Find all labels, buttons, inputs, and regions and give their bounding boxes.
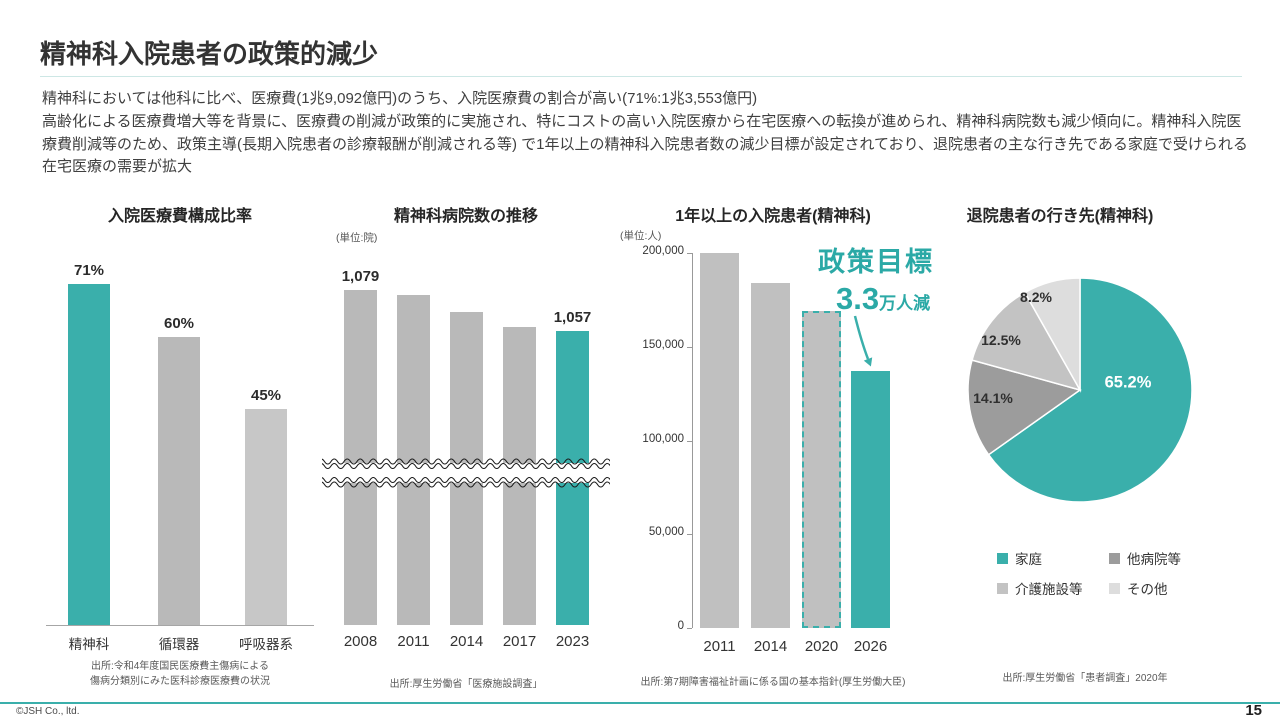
pie-slice-label: 65.2% [1104,373,1152,392]
x-axis-label: 2014 [449,633,484,650]
pie-slice-家庭 [987,277,1193,503]
pie-slice-他病院等 [967,359,1082,456]
pie-slice-label: 8.2% [1020,289,1052,305]
chart-title: 入院医療費構成比率 [107,208,252,225]
policy-target-unit: 万人減 [879,294,931,313]
policy-target-value: 3.3万人減 [818,281,968,317]
pie-slice-その他 [1023,277,1081,393]
legend-item-その他: その他 [1109,578,1181,598]
source-note: 出所:第7期障害福祉計画に係る国の基本指針(厚生労働大臣) [640,677,906,688]
x-axis-label: 呼吸器系 [239,637,293,652]
bar-2026 [851,371,890,628]
body-paragraph-1: 精神科においては他科に比べ、医療費(1兆9,092億円)のうち、入院医療費の割合… [42,90,758,107]
x-axis-label: 2011 [397,633,430,650]
y-axis-tick [687,534,692,535]
source-note: 出所:厚生労働省「医療施設調査」 [389,679,543,690]
legend-swatch [1109,582,1120,594]
x-axis-line [46,625,314,626]
y-axis-line [692,253,693,628]
axis-break-marker [317,458,618,488]
y-axis-tick [687,347,692,348]
bar-精神科 [68,284,110,625]
body-text-block: 精神科においては他科に比べ、医療費(1兆9,092億円)のうち、入院医療費の割合… [42,88,1250,179]
legend-label: 介護施設等 [1015,582,1083,597]
page-number: 15 [1245,702,1262,719]
pie-chart [967,277,1193,503]
pie-slice-label: 14.1% [973,390,1013,406]
bar-plot: 71% 精神科 60% 循環器 45% 呼吸器系 [40,230,320,652]
y-axis-tick-label: 100,000 [642,432,684,445]
policy-target-annotation: 政策目標 3.3万人減 [818,240,968,367]
x-axis-label: 精神科 [68,637,110,652]
pie-slice-label: 12.5% [981,332,1021,348]
source-note: 出所:令和4年度国民医療費主傷病による 傷病分類別にみた医科診療医療費の状況 [90,661,270,687]
legend-item-他病院等: 他病院等 [1109,548,1181,568]
bar-呼吸器系 [245,409,287,625]
page-title: 精神科入院患者の政策的減少 [40,39,379,69]
chart-title: 退院患者の行き先(精神科) [966,208,1154,225]
legend-item-介護施設等: 介護施設等 [997,578,1097,598]
legend-label: 他病院等 [1127,552,1181,567]
y-axis-tick [687,253,692,254]
pie-slice-介護施設等 [971,291,1082,392]
axis-break-squiggle-icon [317,458,618,488]
y-axis-tick-label: 0 [677,620,684,632]
bar-循環器 [158,337,200,625]
source-note: 出所:厚生労働省「患者調査」2020年 [1002,673,1168,684]
bar-2020 [802,311,841,628]
x-axis-label: 循環器 [158,637,200,652]
bar-2008 [344,290,377,625]
unit-label: (単位:院) [336,232,378,244]
y-axis-tick-label: 50,000 [648,526,684,538]
copyright: ©JSH Co., ltd. [16,706,80,717]
bar-plot: 1,079 2008 2011 2014 2017 1,057 2023 [322,268,610,650]
policy-target-number: 3.3 [836,281,880,316]
bar-2014 [751,283,790,628]
y-axis-tick-label: 200,000 [642,245,684,257]
policy-target-label: 政策目標 [818,247,934,277]
x-axis-label: 2017 [502,633,537,650]
body-paragraph-2: 高齢化による医療費増大等を背景に、医療費の削減が政策的に実施され、特にコストの高… [42,112,1248,176]
x-axis-label: 2008 [343,633,378,650]
y-axis-tick [687,628,692,629]
bar-value-label: 1,057 [553,309,592,326]
x-axis-label: 2014 [753,638,788,655]
title-divider [40,76,1242,77]
unit-label: (単位:人) [620,230,662,242]
x-axis-label: 2011 [703,638,736,655]
bar-value-label: 60% [163,315,195,332]
chart-title: 精神科病院数の推移 [393,208,538,225]
pie-wrap: 65.2% 14.1% 12.5% 8.2% [965,275,1195,505]
footer-divider [0,702,1280,704]
chart-long-stay-inpatients: 1年以上の入院患者(精神科) (単位:人) 政策目標 3.3万人減 出所:第7期… [618,200,932,705]
legend-swatch [997,582,1008,594]
bar-2011 [700,253,739,628]
legend-label: その他 [1127,582,1168,597]
pie-legend: 家庭 他病院等介護施設等 その他 [997,548,1181,598]
chart-title: 1年以上の入院患者(精神科) [675,208,871,225]
x-axis-label: 2023 [555,633,590,650]
legend-label: 家庭 [1015,552,1042,567]
bar-value-label: 45% [250,387,282,404]
y-axis-tick-label: 150,000 [642,339,684,351]
chart-hospital-count: 精神科病院数の推移 (単位:院) 1,079 2008 2011 2014 2017 1,… [317,200,618,705]
legend-item-家庭: 家庭 [997,548,1097,568]
y-axis-tick [687,440,692,442]
legend-swatch [1109,552,1120,564]
chart-cost-composition: 入院医療費構成比率 71% 精神科 60% 循環器 45% 呼吸器系 出所:令和4年度国民… [40,200,320,705]
bar-value-label: 71% [73,262,105,279]
policy-target-arrow-icon [853,315,873,367]
x-axis-label: 2026 [853,638,888,655]
legend-swatch [997,552,1008,564]
bar-value-label: 1,079 [341,268,380,285]
chart-discharge-destination: 退院患者の行き先(精神科) 65.2% 14.1% 12.5% 8.2% 家庭 他病院等… [935,200,1235,705]
x-axis-label: 2020 [804,638,839,655]
